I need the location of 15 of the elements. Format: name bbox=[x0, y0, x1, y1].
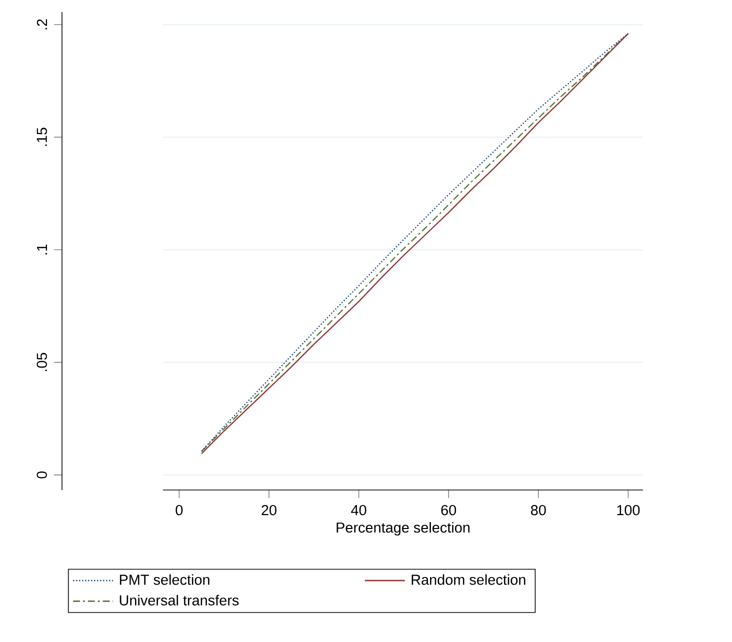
legend-label: Random selection bbox=[412, 574, 526, 585]
y-tick-label: .2 bbox=[36, 19, 47, 30]
x-tick-label: 20 bbox=[262, 505, 276, 516]
y-tick-label: .15 bbox=[36, 128, 47, 146]
x-tick-label: 80 bbox=[530, 505, 546, 516]
y-tick-label: .1 bbox=[37, 244, 47, 254]
x-tick-label: 60 bbox=[441, 505, 456, 516]
x-tick-label: 40 bbox=[351, 505, 366, 516]
legend-label: Universal transfers bbox=[120, 594, 239, 606]
x-axis-title: Percentage selection bbox=[336, 522, 470, 536]
legend-label: PMT selection bbox=[120, 574, 210, 585]
x-tick-label: 0 bbox=[176, 505, 183, 516]
x-tick-label: 100 bbox=[617, 505, 640, 516]
y-tick-label: .05 bbox=[36, 352, 47, 372]
y-tick-label: 0 bbox=[36, 471, 47, 478]
